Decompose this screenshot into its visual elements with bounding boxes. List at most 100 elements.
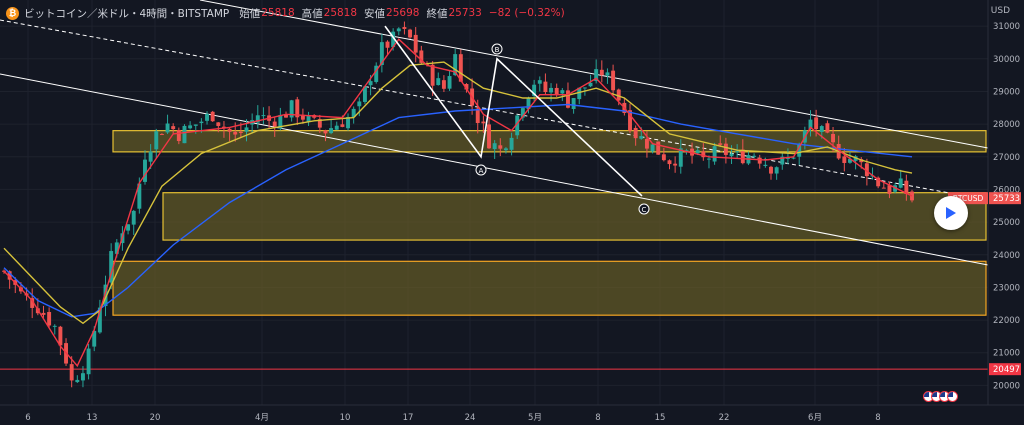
wave-label-b: B [495, 46, 500, 54]
candle-body [532, 84, 537, 96]
candle-body [351, 108, 356, 118]
candle-body [396, 28, 401, 32]
candle-body [667, 160, 672, 165]
candle-body [876, 177, 881, 187]
candle-body [898, 178, 903, 188]
candle-body [616, 89, 621, 101]
support-label-bg [989, 363, 1021, 376]
candle-body [329, 128, 334, 134]
play-icon [946, 207, 956, 219]
candle-body [808, 119, 813, 129]
candle-body [165, 123, 170, 133]
candle-body [188, 125, 193, 129]
candle-body [701, 151, 706, 158]
symbol-title[interactable]: ビットコイン／米ドル・4時間・BITSTAMP [24, 7, 230, 20]
channel-mid-line [0, 19, 989, 201]
y-tick-label: 30000 [993, 55, 1020, 65]
candle-body [729, 153, 734, 157]
candle-body [712, 146, 717, 162]
y-tick-label: 31000 [993, 22, 1020, 32]
play-button[interactable] [934, 196, 968, 230]
candle-body [543, 81, 548, 93]
candle-body [498, 145, 503, 149]
high-value: 25818 [323, 7, 358, 19]
candle-body [402, 27, 407, 29]
x-tick-label: 6月 [808, 413, 822, 423]
price-label: 25733 [993, 194, 1020, 204]
candle-body [695, 150, 700, 154]
candle-body [374, 65, 379, 82]
candle-body [379, 42, 384, 66]
candle-body [233, 131, 238, 135]
channel-lower-line [0, 73, 989, 266]
candle-body [740, 149, 745, 164]
candle-body [171, 126, 176, 130]
axis-unit: USD [990, 6, 1010, 16]
candle-body [825, 123, 830, 133]
candle-body [346, 116, 350, 129]
event-flags[interactable] [923, 391, 958, 402]
candle-body [537, 80, 542, 84]
candle-body [769, 166, 773, 174]
wave-label-c: C [642, 206, 647, 214]
candle-body [571, 98, 576, 110]
y-tick-label: 23000 [993, 283, 1020, 293]
support-label: 20497 [993, 365, 1020, 375]
candle-body [763, 164, 768, 166]
y-tick-label: 29000 [993, 87, 1020, 97]
x-tick-label: 8 [875, 413, 880, 423]
candle-body [357, 101, 362, 107]
candle-body [278, 114, 283, 129]
candle-body [41, 312, 46, 315]
candle-body [780, 156, 785, 165]
candle-body [148, 151, 153, 162]
candle-body [334, 125, 339, 130]
wave-label-marker [638, 203, 650, 215]
y-tick-label: 20000 [993, 381, 1020, 391]
candle-body [182, 125, 187, 144]
y-tick-label: 26000 [993, 185, 1020, 195]
candle-body [137, 183, 142, 209]
candle-body [487, 124, 491, 149]
candle-body [566, 90, 570, 108]
candle-body [103, 284, 108, 307]
candle-body [154, 131, 159, 150]
candle-body [678, 148, 683, 167]
candle-body [718, 143, 723, 145]
candle-body [295, 99, 300, 118]
candle-body [605, 72, 610, 76]
candle-body [611, 70, 616, 91]
candle-body [864, 163, 869, 177]
candle-body [560, 90, 565, 94]
candle-body [588, 82, 593, 87]
candle-body [86, 348, 91, 375]
candle-body [289, 100, 294, 118]
candle-body [80, 373, 85, 381]
us-flag-icon[interactable] [947, 391, 958, 402]
candle-body [594, 69, 599, 82]
candle-body [475, 108, 480, 124]
candle-body [385, 41, 390, 48]
y-tick-label: 21000 [993, 349, 1020, 359]
candle-body [690, 148, 695, 156]
x-tick-label: 13 [87, 413, 98, 423]
candle-body [707, 158, 711, 160]
x-tick-label: 10 [340, 413, 351, 423]
open-value: 25818 [261, 7, 295, 19]
candle-body [7, 271, 12, 280]
candle-body [272, 121, 277, 127]
candle-body [735, 151, 740, 153]
candle-body [58, 326, 63, 346]
candle-body [633, 127, 638, 139]
candle-body [819, 126, 824, 132]
y-tick-label: 27000 [993, 153, 1020, 163]
candle-body [408, 29, 413, 38]
close-label: 終値 [426, 7, 448, 20]
candle-body [458, 54, 463, 82]
candle-body [430, 64, 435, 86]
candle-body [244, 127, 249, 132]
candle-body [97, 307, 102, 333]
wave-label-marker [475, 164, 487, 176]
